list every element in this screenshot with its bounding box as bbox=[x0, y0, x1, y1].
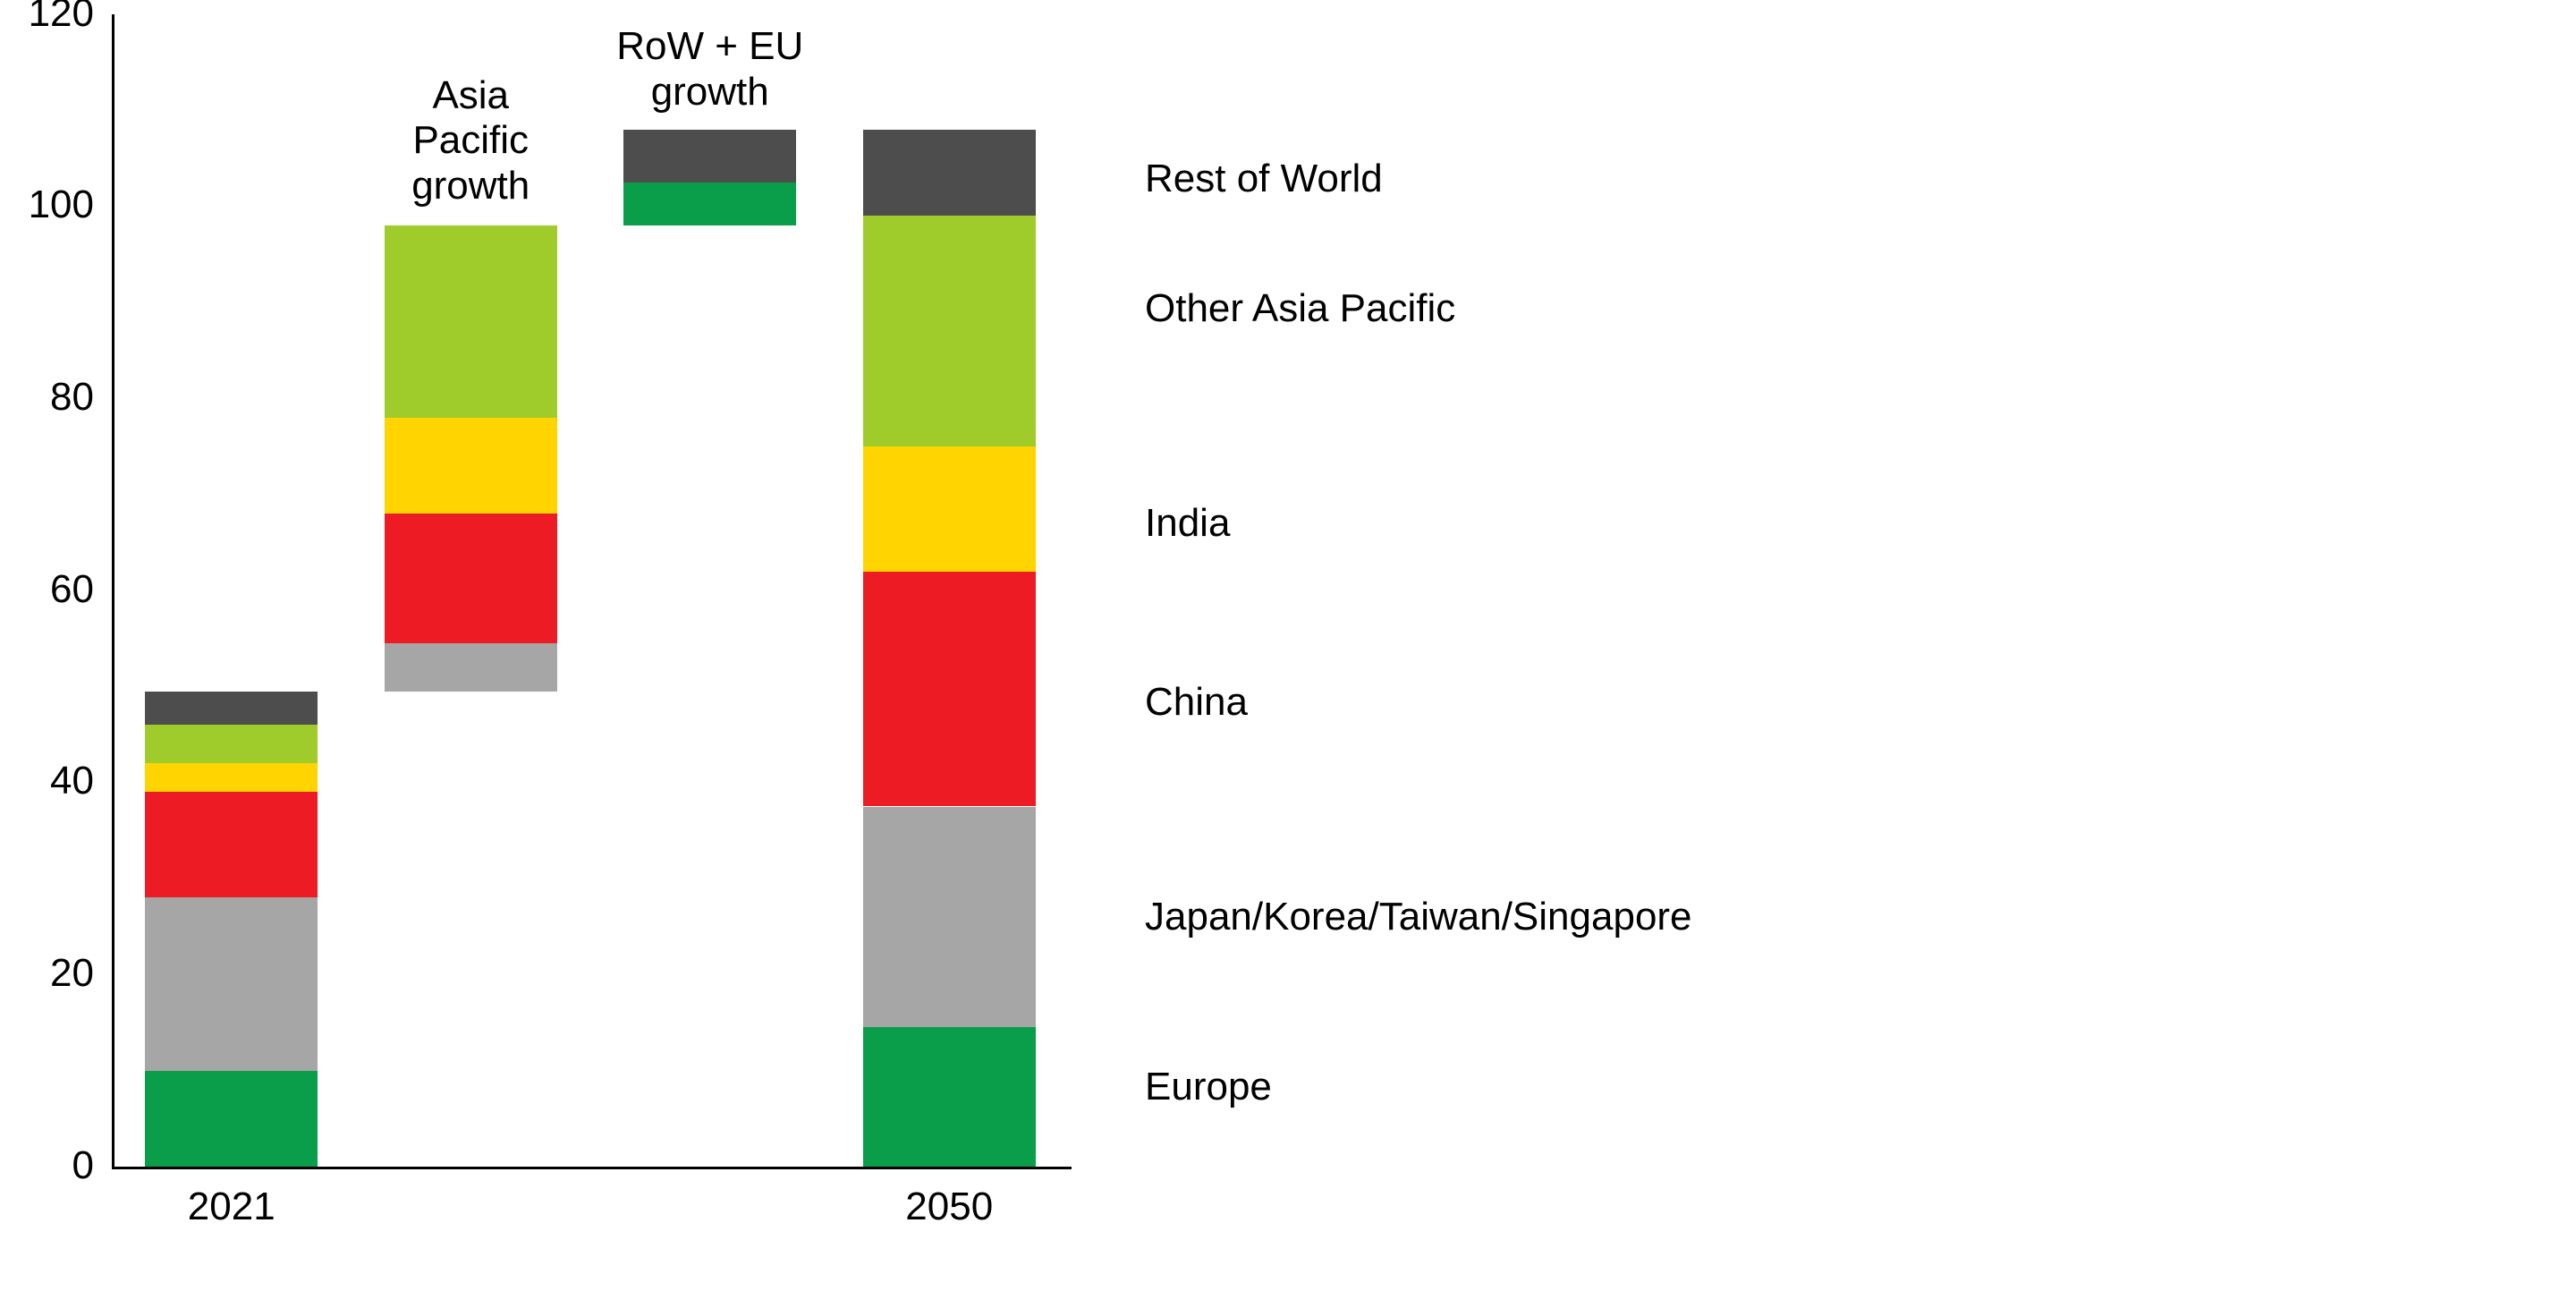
bar-asia_growth-india bbox=[385, 418, 557, 514]
bar-row_eu_growth-row bbox=[623, 130, 796, 183]
bar-asia_growth-china bbox=[385, 514, 557, 643]
x-category-2021: 2021 bbox=[145, 1185, 318, 1230]
bar-2021-india bbox=[145, 763, 318, 792]
bar-2050-row bbox=[863, 130, 1036, 217]
legend-row: Rest of World bbox=[1145, 157, 1383, 202]
bar-2050-china bbox=[863, 572, 1036, 807]
legend-india: India bbox=[1145, 501, 1230, 547]
ytick-20: 20 bbox=[50, 951, 94, 997]
ytick-60: 60 bbox=[50, 567, 94, 613]
waterfall-stacked-bar-chart: 0 20 40 60 80 100 120 2021 Asia Pacific growthRo… bbox=[0, 0, 2576, 1291]
bar-2021-row bbox=[145, 692, 318, 726]
legend-europe: Europe bbox=[1145, 1065, 1272, 1110]
legend-jkts: Japan/Korea/Taiwan/Singapore bbox=[1145, 895, 1692, 940]
ytick-80: 80 bbox=[50, 375, 94, 420]
annotation-asia_growth: Asia Pacific growth bbox=[354, 73, 587, 209]
bar-2050-jkts bbox=[863, 807, 1036, 1028]
bar-asia_growth-other_ap bbox=[385, 225, 557, 418]
bar-2021-jkts bbox=[145, 897, 318, 1070]
bar-2050-other_ap bbox=[863, 216, 1036, 446]
ytick-40: 40 bbox=[50, 759, 94, 804]
annotation-row_eu_growth: RoW + EU growth bbox=[594, 24, 826, 115]
bar-asia_growth-jkts bbox=[385, 643, 557, 692]
legend-other_ap: Other Asia Pacific bbox=[1145, 286, 1455, 332]
x-category-2050: 2050 bbox=[863, 1185, 1036, 1230]
bar-2021-europe bbox=[145, 1071, 318, 1167]
bar-2021-china bbox=[145, 792, 318, 897]
ytick-120: 120 bbox=[29, 0, 94, 36]
bar-row_eu_growth-europe bbox=[623, 183, 796, 225]
ytick-100: 100 bbox=[29, 183, 94, 228]
ytick-0: 0 bbox=[72, 1143, 94, 1189]
bar-2050-europe bbox=[863, 1027, 1036, 1167]
bar-2021-other_ap bbox=[145, 725, 318, 763]
bar-2050-india bbox=[863, 446, 1036, 572]
legend-china: China bbox=[1145, 680, 1248, 726]
